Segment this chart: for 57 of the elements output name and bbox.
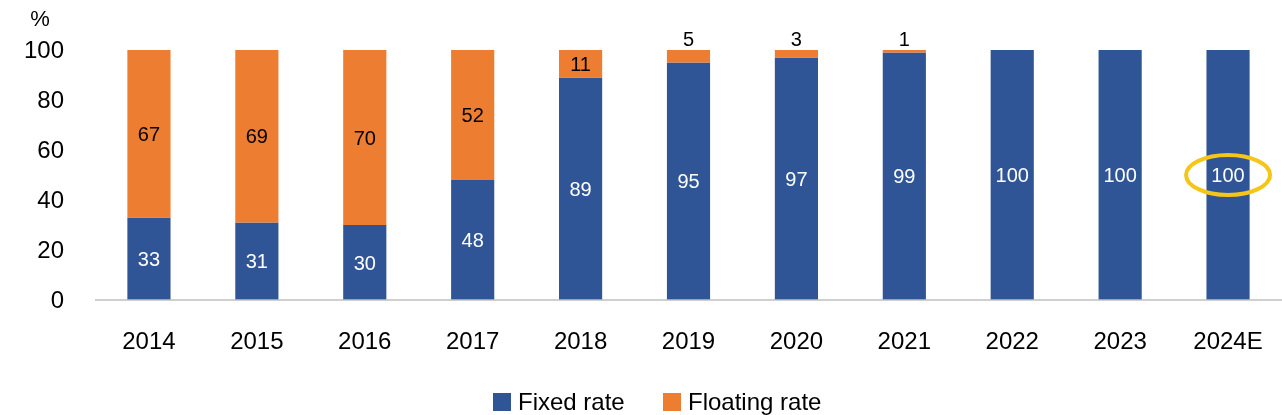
bar (559, 77, 603, 300)
y-tick-label: 100 (23, 36, 64, 63)
y-tick-label: 80 (37, 86, 64, 113)
x-tick-label: 2021 (877, 327, 932, 354)
bar (343, 225, 387, 300)
x-tick-label: 2017 (445, 327, 500, 354)
data-label: 30 (353, 251, 376, 274)
bar (559, 50, 603, 78)
data-label: 48 (461, 229, 484, 251)
data-label: 70 (353, 126, 376, 149)
data-label: 1 (898, 28, 910, 50)
data-label: 100 (995, 164, 1029, 186)
bar (1098, 50, 1142, 300)
x-tick-label: 2019 (661, 327, 716, 354)
y-tick-label: 20 (37, 236, 64, 263)
x-tick-label: 2022 (985, 327, 1039, 354)
x-tick-label: 2014 (122, 327, 176, 354)
bar (127, 50, 171, 218)
bar (343, 50, 387, 225)
bar (774, 50, 818, 58)
data-label: 100 (1103, 164, 1137, 186)
data-label: 67 (137, 122, 161, 145)
data-label: 11 (570, 52, 591, 75)
y-tick-label: 40 (37, 186, 64, 213)
bar (235, 222, 279, 300)
x-tick-label: 2023 (1093, 327, 1147, 354)
bar (235, 50, 279, 223)
data-label: 5 (682, 28, 695, 50)
x-tick-label: 2016 (338, 327, 392, 354)
x-tick-label: 2020 (769, 327, 824, 354)
bar (882, 50, 926, 53)
x-tick-label: 2024E (1193, 327, 1263, 354)
bar (451, 50, 495, 180)
data-label: 3 (790, 28, 802, 50)
legend-label: Floating rate (688, 388, 822, 415)
y-tick-label: 60 (37, 136, 64, 163)
data-label: 97 (785, 167, 808, 190)
bar (127, 217, 171, 300)
bar (666, 50, 711, 63)
bar (990, 50, 1034, 300)
bar (666, 62, 711, 300)
bar (451, 180, 495, 300)
x-tick-label: 2015 (230, 327, 284, 354)
y-tick-label: 0 (50, 286, 64, 313)
data-label: 69 (245, 125, 268, 148)
data-label: 33 (137, 247, 161, 270)
bar (882, 52, 926, 300)
bar (774, 57, 818, 300)
legend-label: Fixed rate (518, 388, 625, 415)
y-axis-title: % (30, 6, 50, 31)
data-label: 31 (245, 250, 268, 273)
data-label: 99 (893, 165, 916, 188)
data-label: 52 (461, 104, 484, 126)
data-label: 100 (1211, 164, 1245, 186)
data-label: 89 (569, 177, 592, 200)
x-tick-label: 2018 (553, 327, 608, 354)
data-label: 95 (677, 170, 700, 193)
